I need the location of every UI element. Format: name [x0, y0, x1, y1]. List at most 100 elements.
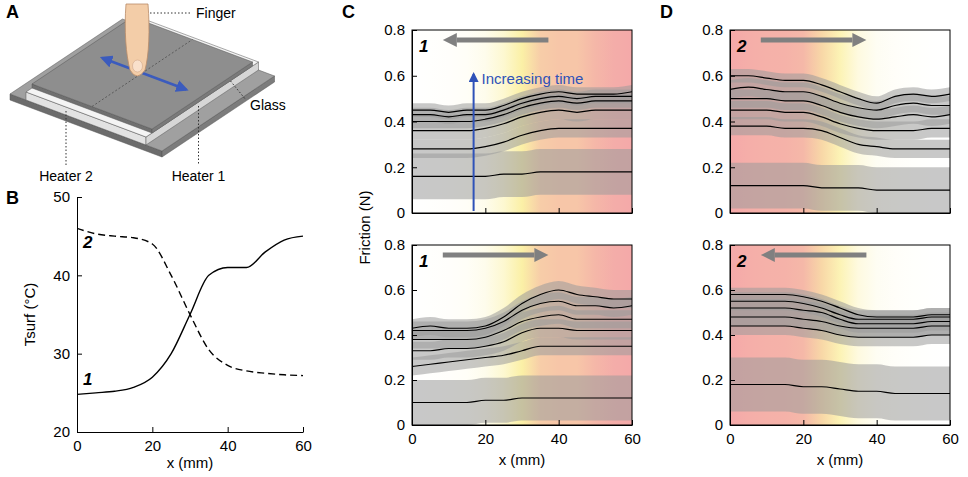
tick: 40	[220, 427, 237, 454]
tick-label: 0.4	[384, 113, 405, 130]
data-line	[730, 110, 950, 131]
diagram-label: Heater 2	[39, 168, 93, 184]
tick: 0.8	[384, 236, 417, 253]
direction-arrow-head	[443, 33, 457, 47]
tick-mark	[77, 197, 82, 198]
tick-mark	[485, 208, 486, 213]
axis-line	[731, 425, 951, 426]
tick: 0.8	[384, 21, 417, 38]
direction-arrow-head	[534, 248, 548, 262]
data-line	[412, 398, 632, 403]
tick: 0.4	[702, 113, 735, 130]
tick-mark	[730, 245, 735, 246]
tick: 20	[795, 420, 812, 447]
series-label: 2	[82, 233, 93, 252]
tick-mark	[730, 76, 735, 77]
condition-label: 2	[736, 252, 747, 271]
axis: 0204060	[408, 420, 641, 447]
plot-frame	[730, 30, 950, 213]
tick-mark	[730, 335, 735, 336]
tick-label: 0.8	[384, 21, 405, 38]
tick-mark	[730, 30, 735, 31]
plot-area	[412, 245, 632, 425]
tick-mark	[632, 420, 633, 425]
axis	[731, 208, 951, 214]
tick-mark	[152, 427, 153, 432]
condition-label: 1	[419, 252, 428, 271]
tick-mark	[412, 30, 417, 31]
tick-mark	[730, 167, 735, 168]
error-band	[730, 163, 950, 213]
condition-label: 2	[736, 37, 747, 56]
tick: 20	[144, 427, 161, 454]
time-arrow	[473, 74, 475, 211]
data-line	[412, 110, 632, 131]
tick: 0.6	[384, 67, 417, 84]
tick	[485, 208, 486, 213]
axis-line	[731, 213, 951, 214]
tick-mark	[412, 425, 417, 426]
data-line	[730, 87, 950, 110]
tick-mark	[303, 427, 304, 432]
tick-mark	[559, 420, 560, 425]
tick-label: 20	[144, 437, 161, 454]
temperature-background	[412, 30, 632, 213]
axis-line	[77, 198, 78, 433]
tick: 20	[53, 423, 82, 440]
tick-label: 0	[726, 430, 734, 447]
plot-frame	[412, 245, 632, 425]
tick-mark	[803, 208, 804, 213]
direction-arrow	[775, 253, 867, 258]
data-line	[412, 101, 632, 122]
x-axis-title: x (mm)	[167, 454, 214, 471]
panel-letter: C	[342, 2, 355, 22]
y-axis-title: Tsurf (°C)	[21, 283, 38, 347]
tick: 20	[477, 420, 494, 447]
tick: 0	[715, 204, 735, 221]
data-line	[412, 301, 632, 330]
panel-letter: B	[6, 188, 19, 208]
tick-label: 40	[53, 267, 70, 284]
chart: 020406000.20.40.60.8x (mm)2	[702, 236, 959, 468]
tick-mark	[730, 425, 735, 426]
plot-area	[730, 245, 950, 425]
leader-line	[150, 13, 192, 14]
tick: 0	[397, 204, 417, 221]
tick: 0	[715, 416, 735, 433]
tick-mark	[559, 208, 560, 213]
tick-mark	[412, 290, 417, 291]
tick	[803, 208, 804, 213]
tick-label: 0.2	[702, 371, 723, 388]
tick-mark	[877, 420, 878, 425]
tick-label: 40	[869, 430, 886, 447]
leader-line	[198, 106, 199, 165]
error-band	[730, 358, 950, 421]
finger	[125, 4, 149, 76]
data-line	[730, 99, 950, 120]
data-line	[77, 228, 303, 375]
tick-label: 30	[53, 345, 70, 362]
tick-label: 0	[397, 416, 405, 433]
tick: 0.4	[384, 113, 417, 130]
tick-mark	[412, 167, 417, 168]
tick-mark	[412, 380, 417, 381]
panel-letter: A	[6, 2, 19, 22]
tick: 0.4	[384, 326, 417, 343]
tick-mark	[412, 335, 417, 336]
tick-label: 0.6	[384, 281, 405, 298]
axis-line	[413, 213, 633, 214]
plot-area	[730, 30, 950, 213]
condition-label: 1	[419, 37, 428, 56]
tick-mark	[412, 213, 417, 214]
panel-letter: D	[660, 2, 673, 22]
tick-mark	[77, 432, 82, 433]
tick-label: 0.2	[702, 159, 723, 176]
tick-label: 40	[220, 437, 237, 454]
tick-label: 0.8	[702, 236, 723, 253]
tick: 0.2	[384, 159, 417, 176]
temperature-background	[412, 245, 632, 425]
annotation: Increasing time	[482, 70, 584, 87]
figure: AFingerGlassHeater 1Heater 2020406020304…	[0, 0, 968, 477]
tick-label: 20	[53, 423, 70, 440]
data-line	[730, 295, 950, 318]
